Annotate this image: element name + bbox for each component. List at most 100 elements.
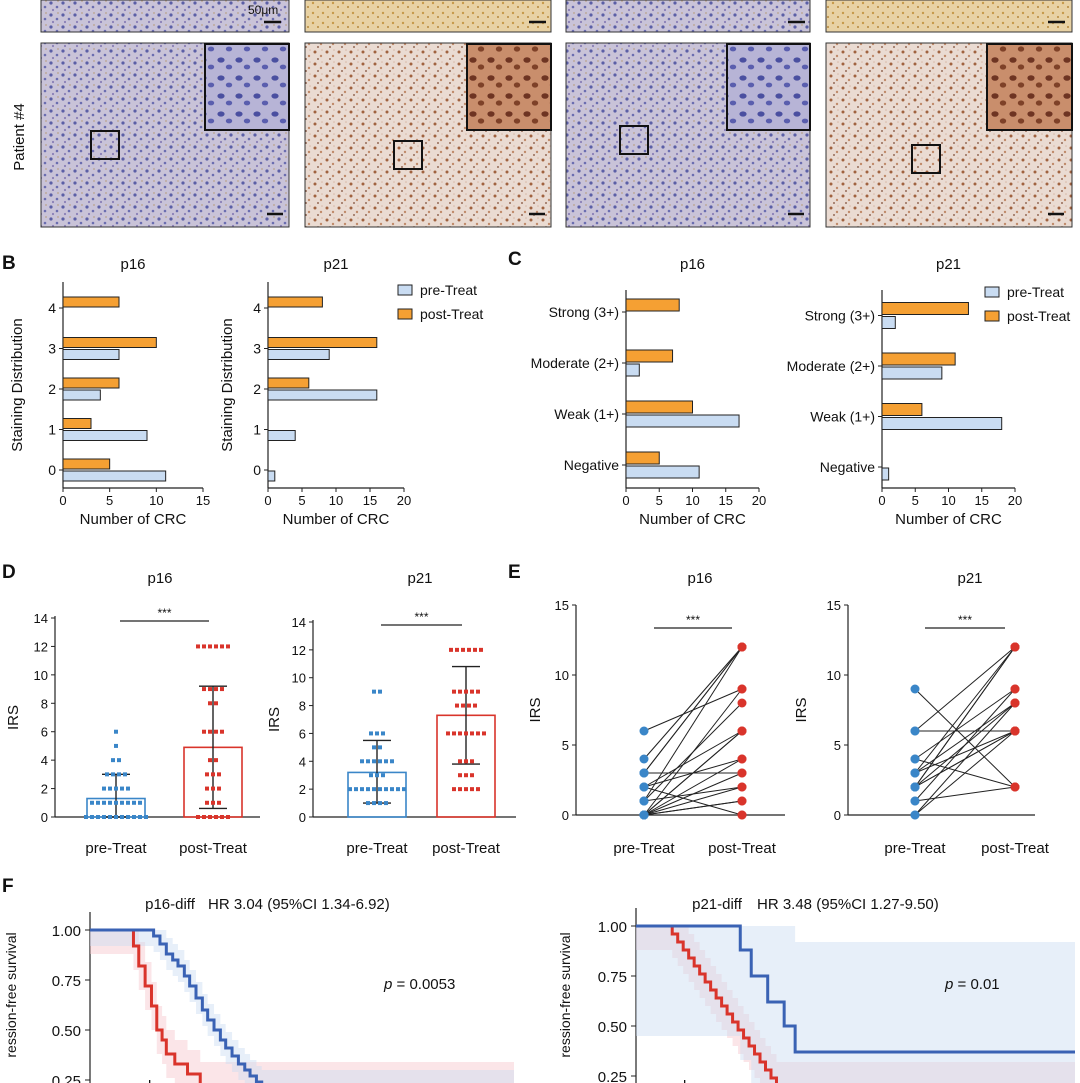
histology-image-top-2 xyxy=(304,0,552,33)
zoom-inset xyxy=(726,43,811,131)
pre-treat-point xyxy=(910,768,920,778)
chart-title: p16-diff xyxy=(145,896,196,913)
x-tick-label: 15 xyxy=(719,493,733,508)
data-point xyxy=(452,787,456,792)
bar-post-treat xyxy=(62,337,157,348)
p-value: p = 0.0053 xyxy=(383,976,455,993)
pre-treat-point xyxy=(639,810,649,820)
data-point xyxy=(202,687,206,692)
data-point xyxy=(476,787,480,792)
data-point xyxy=(138,800,142,805)
panel-letter-c: C xyxy=(508,249,522,270)
bar-pre-treat xyxy=(267,470,276,482)
category-label: Strong (3+) xyxy=(549,304,619,320)
y-tick-label: 0 xyxy=(299,810,306,825)
zoom-region-box xyxy=(90,130,120,160)
confidence-band xyxy=(636,926,1075,1083)
histology-image-top-1 xyxy=(40,0,290,33)
legend-swatch-post-treat xyxy=(984,310,1000,322)
data-point xyxy=(446,731,450,736)
pair-line xyxy=(914,702,1016,816)
chart-title: p16 xyxy=(680,256,705,273)
data-point xyxy=(114,800,118,805)
y-tick-label: 5 xyxy=(834,738,841,753)
y-tick-label: 0.25 xyxy=(52,1073,81,1083)
data-point xyxy=(452,689,456,694)
data-point xyxy=(378,745,382,750)
data-point xyxy=(108,815,112,819)
p-value-number: = 0.01 xyxy=(953,976,999,993)
category-label: 3 xyxy=(48,341,56,357)
y-axis-label: Staining Distribution xyxy=(219,318,236,451)
chart-c-p16: p16 0 5 10 15 20 Number of CRC Negative Weak (1+… xyxy=(531,256,767,528)
pair-line xyxy=(643,772,743,816)
chart-c-p21: p21 0 5 10 15 20 Number of CRC Negative Weak (1+… xyxy=(787,256,1023,528)
y-tick-label: 0.50 xyxy=(598,1019,627,1036)
bar-pre-treat xyxy=(881,417,1003,430)
chart-f-p21: p21-diff HR 3.48 (95%CI 1.27-9.50) 1.00 0.7… xyxy=(557,896,1075,1083)
data-point xyxy=(214,815,218,819)
data-point xyxy=(211,786,215,791)
data-point xyxy=(360,759,364,764)
pair-line xyxy=(914,688,1016,760)
data-point xyxy=(372,759,376,764)
chart-title: p21 xyxy=(323,256,348,273)
data-point xyxy=(90,800,94,805)
data-point xyxy=(464,731,468,736)
data-point xyxy=(476,731,480,736)
y-tick-label: 10 xyxy=(34,668,48,683)
pair-line xyxy=(643,646,743,802)
bar-post-treat xyxy=(62,418,92,429)
bar-post-treat xyxy=(625,349,674,363)
category-label: 4 xyxy=(253,300,261,316)
y-tick-label: 10 xyxy=(555,668,569,683)
data-point xyxy=(458,773,462,778)
data-point xyxy=(378,689,382,694)
x-category-label: post-Treat xyxy=(432,840,501,857)
x-category-label: post-Treat xyxy=(981,840,1050,857)
data-point xyxy=(217,786,221,791)
p-value-prefix: p xyxy=(383,976,392,993)
pre-treat-point xyxy=(910,684,920,694)
data-point xyxy=(461,647,465,652)
pair-line xyxy=(914,702,1016,774)
data-point xyxy=(84,815,88,819)
y-axis-label: ression-free survival xyxy=(3,932,19,1057)
y-tick-label: 14 xyxy=(34,611,48,626)
y-tick-label: 2 xyxy=(41,782,48,797)
bar-pre-treat xyxy=(62,389,101,401)
pair-line xyxy=(643,730,743,816)
legend-label-pre-treat: pre-Treat xyxy=(420,282,477,298)
x-tick-label: 5 xyxy=(912,493,919,508)
data-point xyxy=(102,815,106,819)
pre-treat-point xyxy=(910,782,920,792)
data-point xyxy=(369,731,373,736)
data-point xyxy=(464,759,468,764)
data-point xyxy=(396,787,400,792)
hazard-ratio: HR 3.04 (95%CI 1.34-6.92) xyxy=(208,896,390,913)
data-point xyxy=(467,703,471,708)
data-point xyxy=(208,701,212,706)
data-point xyxy=(384,787,388,792)
pair-line xyxy=(643,646,743,760)
pair-line xyxy=(914,646,1016,774)
data-point xyxy=(211,800,215,805)
post-treat-point xyxy=(737,782,747,792)
significance-marker: *** xyxy=(414,610,428,624)
data-point xyxy=(117,772,121,777)
data-point xyxy=(105,772,109,777)
y-axis-label: IRS xyxy=(527,697,544,722)
x-tick-label: 5 xyxy=(298,493,305,508)
data-point xyxy=(211,772,215,777)
panel-letter-f: F xyxy=(2,876,14,897)
x-tick-label: 15 xyxy=(975,493,989,508)
bar-pre-treat xyxy=(881,366,943,380)
data-point xyxy=(102,800,106,805)
y-tick-label: 0.75 xyxy=(52,973,81,990)
x-category-label: pre-Treat xyxy=(346,840,408,857)
data-point xyxy=(123,772,127,777)
chart-e-p21: p21 0 5 10 15 IRS pre-Treat post-Treat *** xyxy=(793,570,1050,857)
data-point xyxy=(470,787,474,792)
